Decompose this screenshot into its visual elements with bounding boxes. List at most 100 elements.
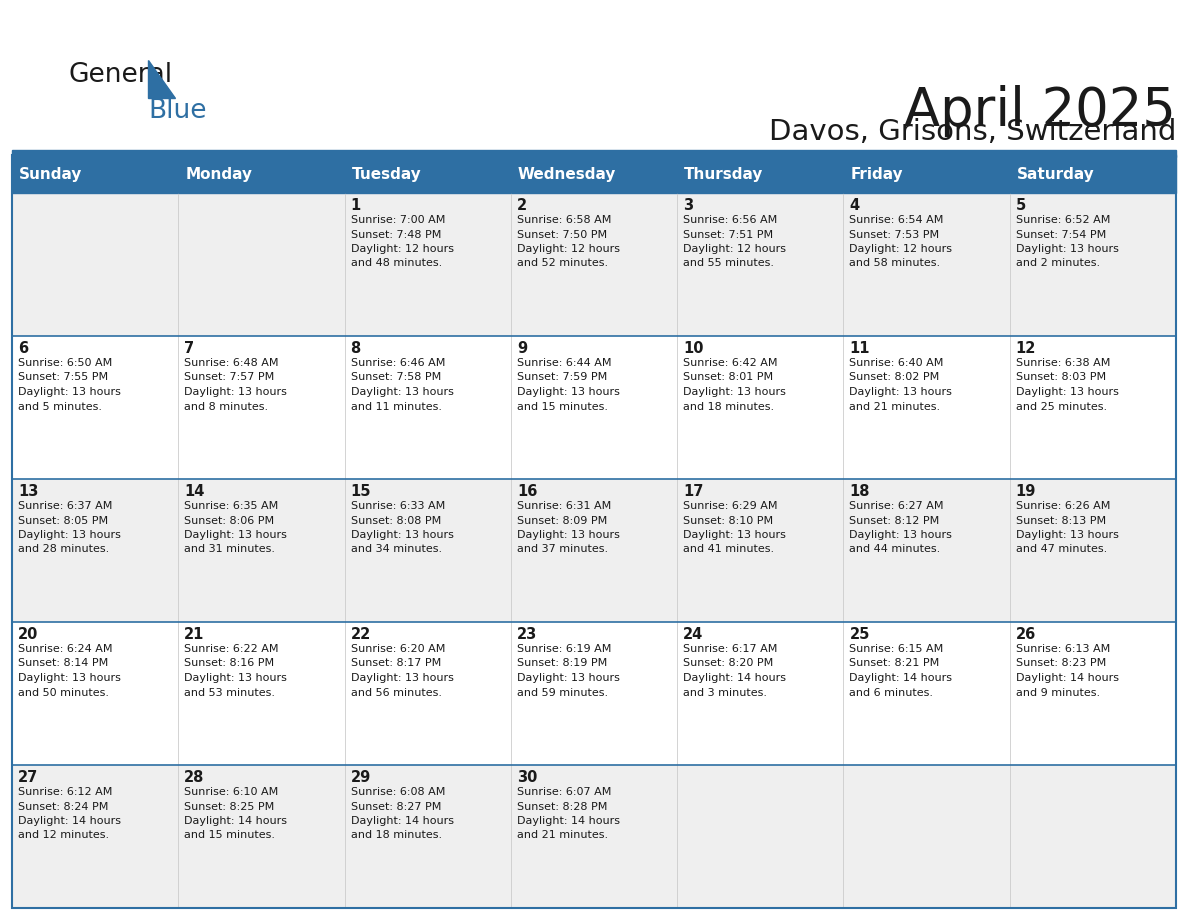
Text: and 15 minutes.: and 15 minutes. [517,401,608,411]
Text: 30: 30 [517,770,537,785]
Text: 25: 25 [849,627,870,642]
Bar [12,622,178,765]
Bar [677,479,843,622]
Text: Monday: Monday [185,166,252,182]
Text: and 59 minutes.: and 59 minutes. [517,688,608,698]
Text: Sunset: 8:06 PM: Sunset: 8:06 PM [184,516,274,525]
Text: 1: 1 [350,198,361,213]
Bar [12,155,1176,908]
Bar [1010,155,1176,193]
Text: and 18 minutes.: and 18 minutes. [683,401,775,411]
Text: Sunrise: 6:19 AM: Sunrise: 6:19 AM [517,644,612,654]
Text: Sunset: 8:10 PM: Sunset: 8:10 PM [683,516,773,525]
Text: Saturday: Saturday [1017,166,1094,182]
Bar [677,622,843,765]
Text: Sunset: 8:24 PM: Sunset: 8:24 PM [18,801,108,812]
Text: 17: 17 [683,484,703,499]
Text: and 21 minutes.: and 21 minutes. [849,401,941,411]
Polygon shape [148,60,175,98]
Text: and 58 minutes.: and 58 minutes. [849,259,941,268]
Bar [178,479,345,622]
Text: Thursday: Thursday [684,166,764,182]
Text: Sunrise: 6:13 AM: Sunrise: 6:13 AM [1016,644,1110,654]
Text: Daylight: 14 hours: Daylight: 14 hours [18,816,121,826]
Text: and 48 minutes.: and 48 minutes. [350,259,442,268]
Text: 20: 20 [18,627,38,642]
Text: 11: 11 [849,341,870,356]
Text: 27: 27 [18,770,38,785]
Text: and 9 minutes.: and 9 minutes. [1016,688,1100,698]
Text: and 8 minutes.: and 8 minutes. [184,401,268,411]
Text: Daylight: 12 hours: Daylight: 12 hours [683,244,786,254]
Bar [511,765,677,908]
Text: 9: 9 [517,341,527,356]
Text: Blue: Blue [148,98,207,124]
Bar [178,336,345,479]
Text: Daylight: 13 hours: Daylight: 13 hours [18,673,121,683]
Bar [1010,193,1176,336]
Text: Sunset: 8:16 PM: Sunset: 8:16 PM [184,658,274,668]
Text: Daylight: 13 hours: Daylight: 13 hours [18,530,121,540]
Bar [843,336,1010,479]
Text: Sunrise: 6:37 AM: Sunrise: 6:37 AM [18,501,113,511]
Text: Daylight: 12 hours: Daylight: 12 hours [517,244,620,254]
Bar [843,193,1010,336]
Text: and 52 minutes.: and 52 minutes. [517,259,608,268]
Text: Sunrise: 6:46 AM: Sunrise: 6:46 AM [350,358,446,368]
Text: and 28 minutes.: and 28 minutes. [18,544,109,554]
Bar [345,622,511,765]
Text: Sunrise: 6:07 AM: Sunrise: 6:07 AM [517,787,612,797]
Text: Sunrise: 6:22 AM: Sunrise: 6:22 AM [184,644,279,654]
Bar [677,765,843,908]
Text: Sunset: 8:19 PM: Sunset: 8:19 PM [517,658,607,668]
Text: and 15 minutes.: and 15 minutes. [184,831,276,841]
Text: Sunset: 8:17 PM: Sunset: 8:17 PM [350,658,441,668]
Text: 8: 8 [350,341,361,356]
Text: 14: 14 [184,484,204,499]
Bar [345,765,511,908]
Text: and 3 minutes.: and 3 minutes. [683,688,767,698]
Text: Sunrise: 6:50 AM: Sunrise: 6:50 AM [18,358,112,368]
Text: Daylight: 14 hours: Daylight: 14 hours [517,816,620,826]
Text: Daylight: 13 hours: Daylight: 13 hours [1016,244,1119,254]
Bar [511,155,677,193]
Text: and 12 minutes.: and 12 minutes. [18,831,109,841]
Text: Sunset: 7:54 PM: Sunset: 7:54 PM [1016,230,1106,240]
Bar [178,193,345,336]
Text: Sunset: 8:09 PM: Sunset: 8:09 PM [517,516,607,525]
Text: Daylight: 13 hours: Daylight: 13 hours [849,530,953,540]
Text: Sunset: 8:03 PM: Sunset: 8:03 PM [1016,373,1106,383]
Text: Sunset: 8:20 PM: Sunset: 8:20 PM [683,658,773,668]
Text: Sunset: 8:08 PM: Sunset: 8:08 PM [350,516,441,525]
Bar [843,622,1010,765]
Text: and 41 minutes.: and 41 minutes. [683,544,775,554]
Bar [178,622,345,765]
Bar [843,479,1010,622]
Bar [511,622,677,765]
Bar [178,765,345,908]
Text: Daylight: 13 hours: Daylight: 13 hours [350,387,454,397]
Text: 26: 26 [1016,627,1036,642]
Bar [12,155,178,193]
Bar [677,155,843,193]
Text: Sunrise: 6:08 AM: Sunrise: 6:08 AM [350,787,446,797]
Text: Sunset: 8:23 PM: Sunset: 8:23 PM [1016,658,1106,668]
Text: Daylight: 12 hours: Daylight: 12 hours [350,244,454,254]
Text: and 56 minutes.: and 56 minutes. [350,688,442,698]
Text: Daylight: 13 hours: Daylight: 13 hours [184,387,287,397]
Text: and 37 minutes.: and 37 minutes. [517,544,608,554]
Text: Davos, Grisons, Switzerland: Davos, Grisons, Switzerland [769,118,1176,146]
Text: Sunrise: 6:35 AM: Sunrise: 6:35 AM [184,501,278,511]
Text: Sunrise: 6:20 AM: Sunrise: 6:20 AM [350,644,446,654]
Text: Sunrise: 6:31 AM: Sunrise: 6:31 AM [517,501,611,511]
Bar [1010,479,1176,622]
Text: 7: 7 [184,341,195,356]
Text: 22: 22 [350,627,371,642]
Text: and 18 minutes.: and 18 minutes. [350,831,442,841]
Text: Sunset: 7:53 PM: Sunset: 7:53 PM [849,230,940,240]
Text: 18: 18 [849,484,870,499]
Text: 24: 24 [683,627,703,642]
Text: General: General [68,62,172,88]
Bar [12,479,178,622]
Text: and 2 minutes.: and 2 minutes. [1016,259,1100,268]
